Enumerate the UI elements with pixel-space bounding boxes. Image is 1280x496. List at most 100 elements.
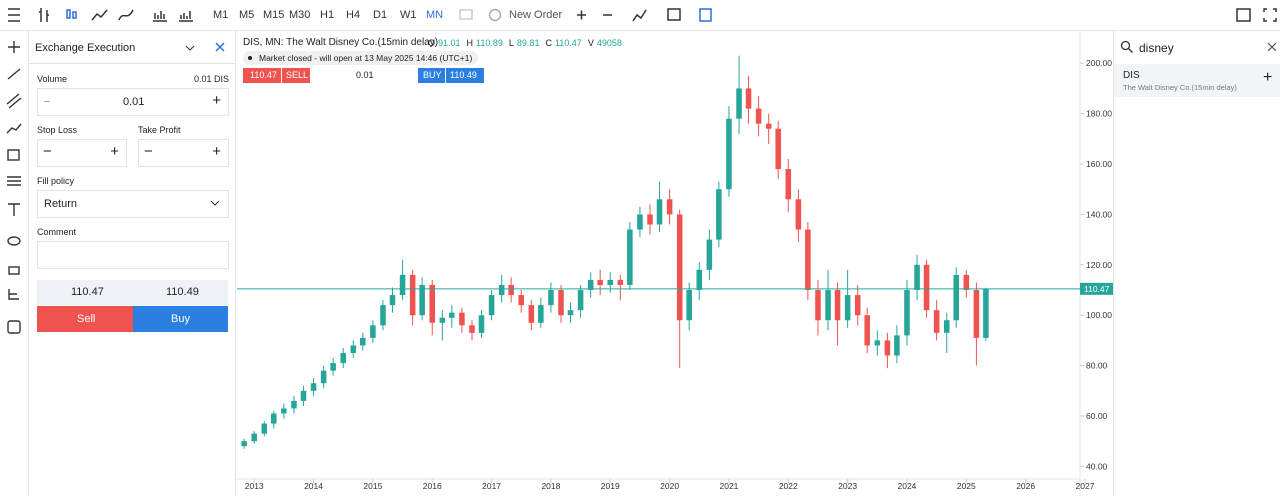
ask-price: 110.49 <box>166 286 199 298</box>
visibility-tool[interactable] <box>7 236 21 246</box>
channel-tool[interactable] <box>6 93 22 109</box>
stop-loss-input[interactable]: − + <box>37 139 127 167</box>
tree-tool[interactable] <box>8 289 19 300</box>
candle-body <box>765 123 772 129</box>
y-tick-label: 160.00 <box>1086 159 1112 169</box>
comment-label: Comment <box>37 227 77 237</box>
tick-volume-icon[interactable] <box>179 11 193 22</box>
timeframe-active[interactable]: MN <box>426 9 444 21</box>
candle-body <box>637 214 643 230</box>
y-tick-label: 180.00 <box>1086 109 1112 119</box>
comment-input[interactable] <box>37 241 229 269</box>
calendar-icon[interactable] <box>667 8 681 21</box>
layers-tool[interactable] <box>7 320 21 334</box>
market-status-text: Market closed - will open at 13 May 2025… <box>259 53 473 63</box>
volume-label: Volume <box>37 74 68 84</box>
new-order-button[interactable]: New Order <box>509 9 563 21</box>
take-profit-input[interactable]: − + <box>138 139 229 167</box>
panel-title: Exchange Execution <box>35 42 136 54</box>
screenshot-icon[interactable] <box>1236 8 1251 22</box>
x-tick-label: 2024 <box>898 481 917 491</box>
toolbar: M1 M5 M15 M30 H1 H4 D1 W1 MN New Order <box>0 0 1280 31</box>
y-tick-label: 40.00 <box>1086 461 1108 471</box>
timeframe[interactable]: D1 <box>373 9 388 21</box>
result-symbol: DIS <box>1123 70 1140 81</box>
sell-text: Sell <box>77 313 96 325</box>
bid-price: 110.47 <box>71 286 104 298</box>
add-symbol[interactable]: + <box>1263 69 1273 86</box>
candle-body <box>498 284 505 296</box>
dropdown-icon[interactable] <box>185 45 195 51</box>
candle-body <box>785 169 792 200</box>
x-tick-label: 2015 <box>363 481 382 491</box>
text-tool[interactable] <box>8 203 20 216</box>
candle-body <box>696 269 703 291</box>
candle-body <box>320 370 327 384</box>
candle-body <box>300 390 307 401</box>
notes-icon[interactable] <box>699 8 712 22</box>
quick-buy[interactable]: BUY 110.49 <box>418 68 484 83</box>
candle-body <box>459 312 465 326</box>
timeframe[interactable]: M30 <box>289 9 311 21</box>
trendline-tool[interactable] <box>7 68 21 80</box>
zoom-in-icon[interactable] <box>577 10 586 20</box>
candle-body <box>439 317 446 323</box>
volume-input[interactable]: − 0.01 + <box>37 88 229 116</box>
candle-body <box>834 290 841 321</box>
candle-body <box>914 264 920 291</box>
search-query[interactable]: disney <box>1139 41 1174 55</box>
legend-key: V <box>587 38 594 48</box>
candle-icon[interactable] <box>66 9 71 19</box>
plus[interactable]: + <box>212 92 221 109</box>
candle-body <box>370 325 376 338</box>
minus[interactable]: − <box>43 94 51 109</box>
menu-icon[interactable] <box>8 8 20 22</box>
candle-body <box>281 408 287 414</box>
candle-body <box>340 353 346 364</box>
timeframe[interactable]: M5 <box>239 9 255 21</box>
bars-icon[interactable] <box>39 8 49 22</box>
timeframe[interactable]: W1 <box>400 9 417 21</box>
candle-body <box>488 295 495 316</box>
legend-key: L <box>508 38 514 48</box>
close-icon[interactable] <box>215 42 225 52</box>
area-icon[interactable] <box>118 9 134 21</box>
timeframe[interactable]: M15 <box>263 9 285 21</box>
lock-tool[interactable] <box>8 266 20 275</box>
legend-key: H <box>466 38 474 48</box>
fill-policy-select[interactable]: Return <box>37 190 229 218</box>
candle-body <box>745 88 752 109</box>
sell-button[interactable]: Sell <box>37 306 133 332</box>
candle-body <box>558 290 564 316</box>
quick-buy-price: 110.49 <box>450 70 477 80</box>
clear-search[interactable] <box>1267 42 1277 52</box>
buy-button[interactable]: Buy <box>133 306 228 332</box>
candle-body <box>350 345 357 354</box>
indicator-icon[interactable] <box>632 9 647 22</box>
candle-body <box>548 290 554 306</box>
timeframe[interactable]: H1 <box>320 9 335 21</box>
line-icon[interactable] <box>91 9 108 21</box>
quick-volume[interactable]: 0.01 <box>312 68 416 83</box>
candle-body <box>894 335 900 356</box>
candle-body <box>825 290 831 321</box>
volume-icon[interactable] <box>153 11 167 22</box>
shape-tool[interactable] <box>7 149 20 161</box>
drawing-tools <box>6 31 29 496</box>
candle-body <box>251 433 257 442</box>
candle-body <box>380 305 386 326</box>
x-tick-label: 2026 <box>1016 481 1035 491</box>
search-result[interactable]: DIS The Walt Disney Co.(15min delay) + <box>1114 64 1280 97</box>
candle-body <box>775 128 781 170</box>
crosshair-tool[interactable] <box>8 41 20 53</box>
clock-icon[interactable] <box>488 8 502 22</box>
ask-box: 110.49 <box>133 280 228 305</box>
quick-sell[interactable]: 110.47 SELL <box>243 68 310 83</box>
fibonacci-tool[interactable] <box>7 176 21 186</box>
fullscreen-icon[interactable] <box>1263 8 1277 22</box>
y-tick-label: 80.00 <box>1086 361 1108 371</box>
timeframe[interactable]: H4 <box>346 9 361 21</box>
path-tool[interactable] <box>6 123 22 134</box>
timeframe[interactable]: M1 <box>213 9 229 21</box>
